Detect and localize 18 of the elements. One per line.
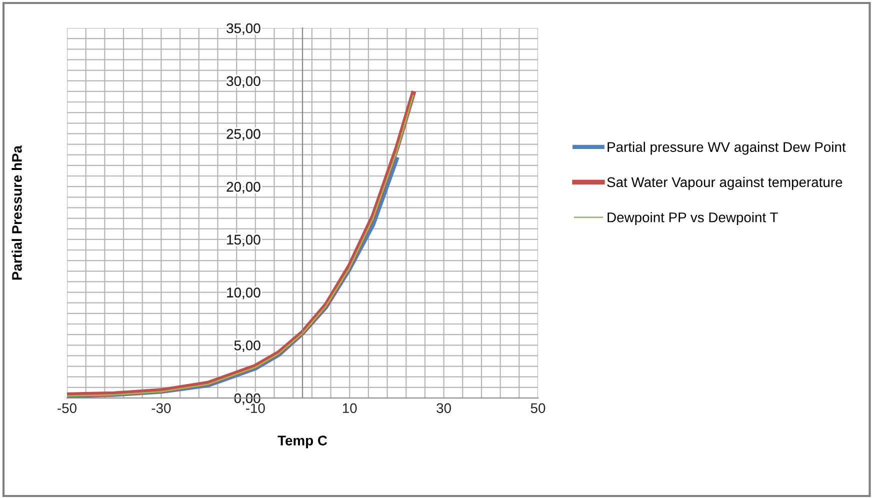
x-tick-label: -10 (246, 403, 265, 414)
x-tick-label: -30 (152, 403, 171, 414)
x-axis-title: Temp C (278, 436, 328, 448)
y-tick-label: 35,00 (226, 23, 260, 35)
legend-label: Dewpoint PP vs Dewpoint T (608, 212, 778, 226)
y-axis-title: Partial Pressure hPa (12, 145, 22, 280)
y-tick-label: 20,00 (226, 182, 260, 194)
x-tick-label: 10 (342, 403, 357, 414)
legend-label: Partial pressure WV against Dew Point (608, 142, 846, 155)
y-tick-label: 15,00 (227, 234, 260, 246)
y-tick-label: 10,00 (227, 288, 260, 300)
y-tick-label: 30,00 (226, 76, 260, 88)
y-tick-label: 5,00 (234, 340, 260, 352)
x-tick-label: -50 (58, 403, 76, 414)
x-tick-label: 50 (530, 403, 546, 414)
legend-label: Sat Water Vapour against temperature (607, 176, 842, 190)
y-tick-label: 25,00 (226, 129, 260, 141)
x-tick-label: 30 (436, 403, 451, 414)
